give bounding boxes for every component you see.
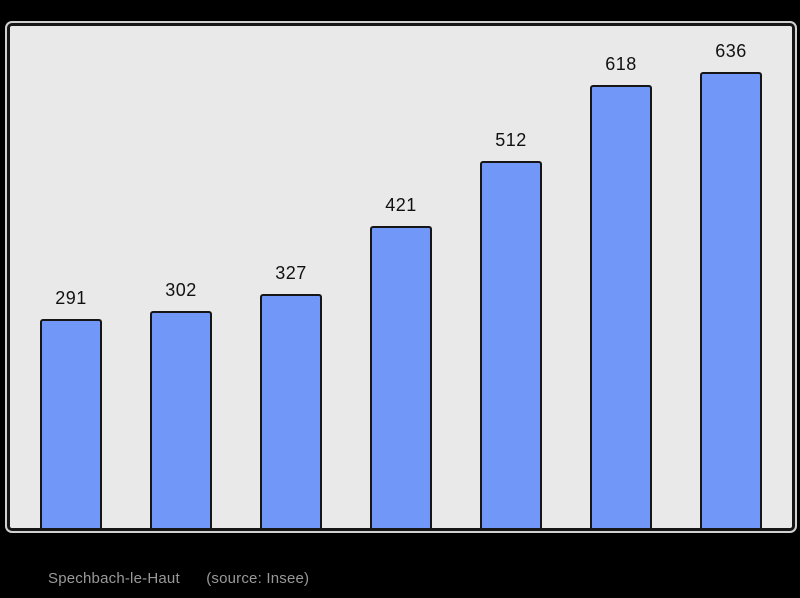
bar-value-label: 291	[55, 288, 87, 309]
bar	[590, 84, 652, 528]
bars-container: 291 302 327 421 512 618 636	[10, 26, 792, 528]
bar-group: 512	[480, 26, 542, 528]
bar	[370, 226, 432, 528]
bar-value-label: 618	[605, 53, 637, 74]
chart-title: Spechbach-le-Haut	[48, 570, 180, 587]
bar-value-label: 636	[715, 40, 747, 61]
bar-group: 618	[590, 26, 652, 528]
bar	[40, 319, 102, 528]
bar-value-label: 512	[495, 129, 527, 150]
bar-group: 327	[260, 26, 322, 528]
plot-area: 291 302 327 421 512 618 636	[7, 23, 795, 531]
bar-group: 302	[150, 26, 212, 528]
chart-source: (source: Insee)	[206, 570, 310, 587]
bar-group: 636	[700, 26, 762, 528]
bar-value-label: 302	[165, 280, 197, 301]
bar	[480, 160, 542, 528]
bar-value-label: 421	[385, 195, 417, 216]
bar	[700, 71, 762, 528]
bar-value-label: 327	[275, 262, 307, 283]
chart-footer: Spechbach-le-Haut (source: Insee)	[48, 570, 309, 587]
bar-group: 291	[40, 26, 102, 528]
bar	[260, 293, 322, 528]
bar	[150, 311, 212, 528]
bar-group: 421	[370, 26, 432, 528]
